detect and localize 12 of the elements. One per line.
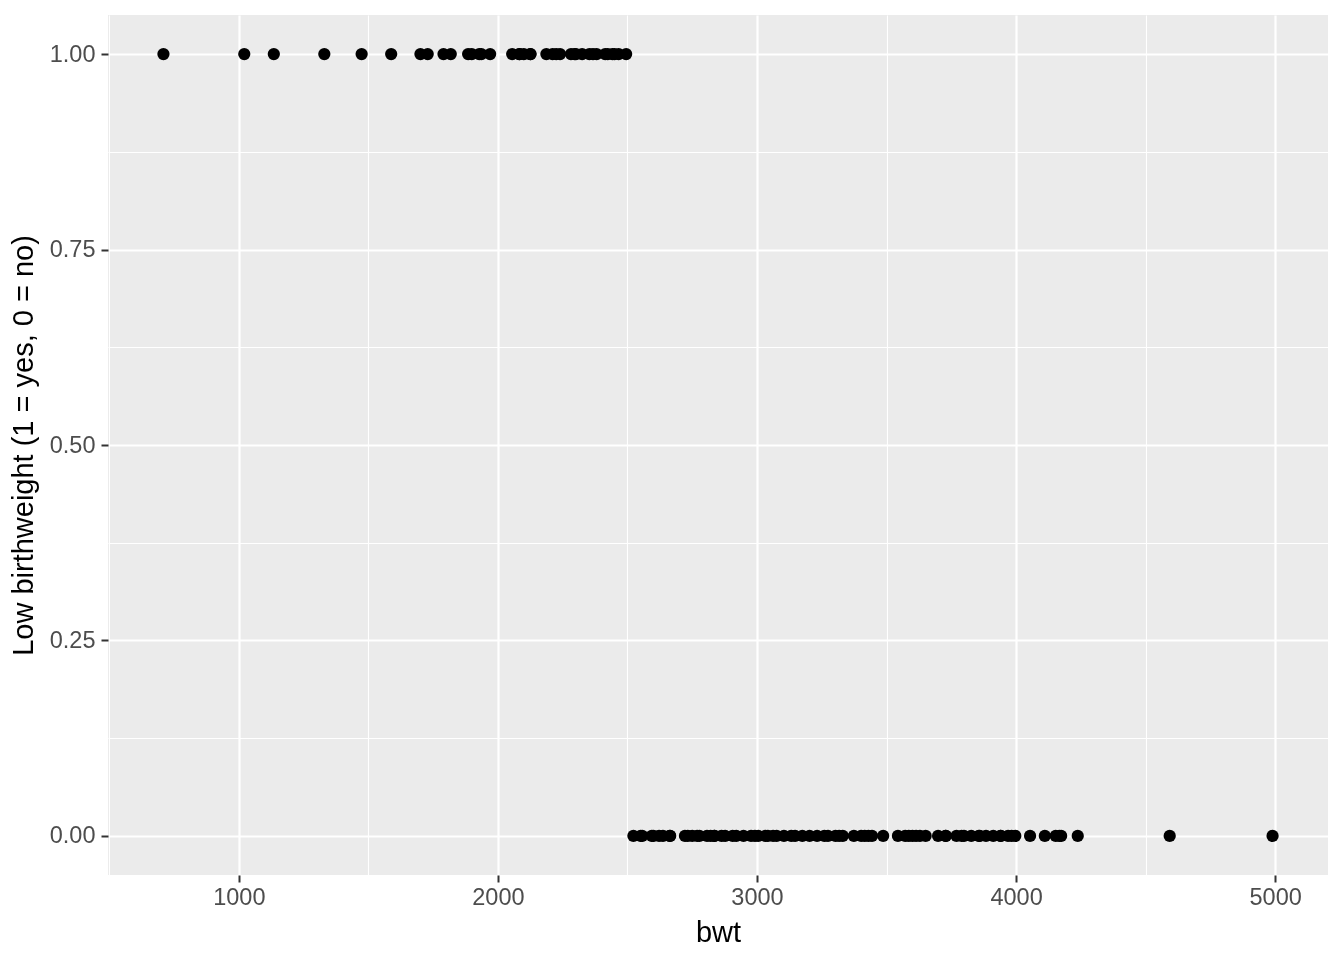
y-tick-label: 0.25 (49, 626, 96, 653)
y-axis-title: Low birthweight (1 = yes, 0 = no) (6, 235, 39, 656)
x-tick-label: 2000 (472, 883, 525, 910)
x-tick-label: 4000 (990, 883, 1043, 910)
x-tick-label: 3000 (731, 883, 784, 910)
y-tick-label: 0.00 (49, 822, 96, 849)
x-axis-title: bwt (695, 916, 742, 948)
y-tick-label: 0.50 (49, 431, 96, 458)
y-tick-label: 1.00 (49, 40, 96, 67)
x-tick-label: 5000 (1249, 883, 1302, 910)
y-tick-label: 0.75 (49, 236, 96, 263)
x-tick-label: 1000 (213, 883, 266, 910)
